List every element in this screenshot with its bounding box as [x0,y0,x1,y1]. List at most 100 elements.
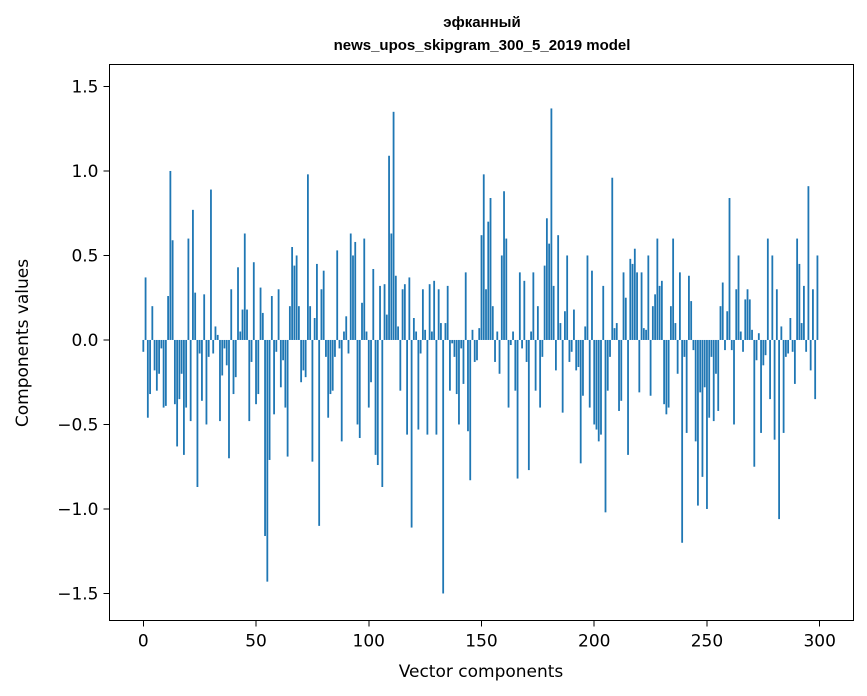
bar [431,331,433,340]
bar [370,339,372,383]
bar [775,289,778,340]
bar [647,255,650,340]
bar [631,263,634,340]
bar [469,339,472,481]
bar [343,331,345,340]
bar [568,339,571,362]
x-tick-label: 0 [138,632,149,652]
bar [241,309,244,340]
bar [462,339,465,384]
bar [491,306,494,340]
x-tick-label: 300 [803,632,835,652]
bar [257,339,260,395]
bar [421,289,424,340]
bar [793,339,796,384]
bar [703,339,706,388]
bar [374,339,377,455]
bar [408,277,411,340]
bar [435,339,438,435]
bar [489,198,492,340]
bar [153,339,156,371]
bar [419,339,422,354]
bar [800,323,803,340]
bar [595,339,598,430]
bar [651,306,654,340]
bar [194,292,197,340]
bar [566,255,569,340]
bar [403,284,406,340]
plot-frame [109,64,854,621]
bar [618,339,620,411]
bar [803,285,805,340]
bar [394,275,397,340]
bar [573,309,575,340]
bar [223,339,226,349]
bar [399,339,402,391]
chart-title: эфканный [443,14,520,31]
bar [575,339,578,371]
bar [645,329,647,340]
bar [266,339,269,582]
bar [532,272,535,340]
bar [701,339,704,477]
bar [316,263,318,340]
bar [160,339,163,349]
bar [593,339,596,425]
bar [620,339,623,401]
bar [361,302,363,340]
bar [327,339,330,418]
bar [207,339,210,357]
bar [347,339,350,354]
bar [733,339,735,425]
bar [730,339,733,351]
x-axis-ticks: 0 50 100 150 200 250 300 [138,620,836,652]
bar [329,339,332,395]
bar [230,289,233,340]
bar [471,329,474,340]
bar [712,339,715,422]
bar [498,339,501,374]
y-tick-label: 1.0 [71,162,98,182]
bar [406,339,408,435]
bar [609,339,611,357]
bar [358,339,361,438]
bar [787,339,790,354]
bar [624,297,627,340]
bar [356,339,359,425]
bar [699,339,702,393]
bar [640,272,643,340]
bar [496,331,499,340]
bar [392,111,395,340]
bar [586,255,589,340]
bar [412,318,415,340]
bar [816,255,819,340]
bar [302,339,305,371]
bar [376,339,379,466]
bar [237,267,239,340]
bar [259,287,262,340]
bar [597,339,600,442]
bar [149,339,151,395]
bar [255,339,257,405]
bar [780,326,783,340]
bar [500,255,503,340]
bar [318,339,321,526]
bar [383,284,386,340]
bar [757,333,760,340]
bar [284,339,287,408]
bar [415,331,418,340]
bar [446,285,449,340]
bar [214,326,217,340]
bar [451,339,454,344]
bar [234,339,237,378]
y-axis-label: Components values [13,259,33,427]
bar [144,277,147,340]
x-tick-label: 200 [578,632,610,652]
bar [293,265,296,340]
bar [365,331,368,340]
bar [250,339,253,362]
bar [719,306,722,340]
bar [248,339,251,422]
bar [363,238,366,340]
